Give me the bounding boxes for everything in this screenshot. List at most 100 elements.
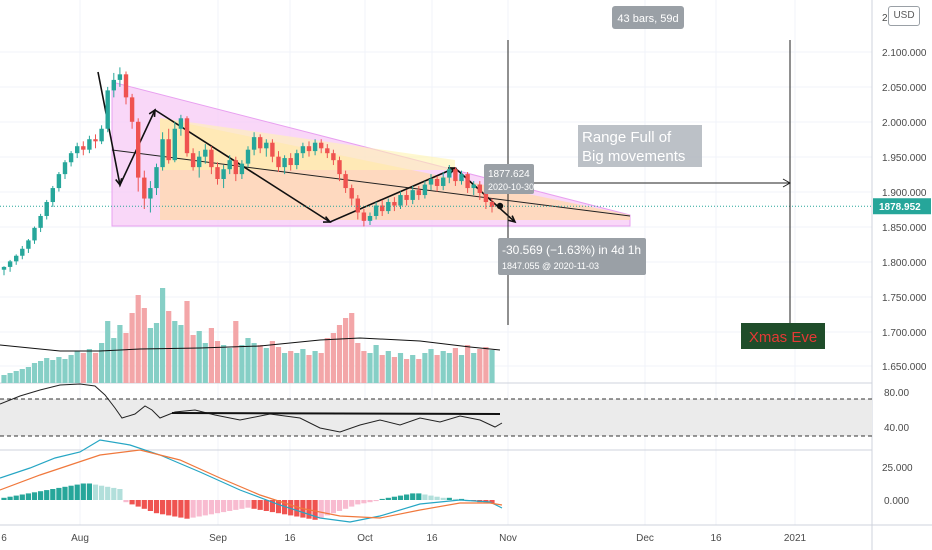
candle-body bbox=[123, 74, 129, 98]
change-sub: 1847.055 @ 2020-11-03 bbox=[502, 261, 599, 271]
rsi-pane[interactable] bbox=[0, 383, 872, 437]
macd-hist-bar bbox=[269, 500, 275, 513]
price-tick-label: 2.050.000 bbox=[882, 83, 927, 94]
macd-hist-bar bbox=[184, 500, 190, 519]
price-tick-label: 1.650.000 bbox=[882, 362, 927, 373]
price-tick-label: 1.950.000 bbox=[882, 153, 927, 164]
macd-hist-bar bbox=[452, 498, 458, 500]
volume-bar bbox=[19, 369, 25, 383]
rsi-band bbox=[0, 399, 872, 436]
candle-body bbox=[87, 139, 92, 150]
note-line-1: Range Full of bbox=[582, 129, 672, 146]
volume-bar bbox=[440, 351, 446, 383]
price-date: 2020-10-30 bbox=[488, 182, 534, 192]
candle-body bbox=[215, 167, 220, 179]
candle-body bbox=[105, 90, 110, 129]
volume-bar bbox=[196, 331, 202, 383]
candle-body bbox=[343, 174, 348, 189]
volume-bar bbox=[190, 335, 196, 383]
volume-bar bbox=[202, 343, 208, 383]
macd-hist-bar bbox=[166, 500, 172, 516]
candle-body bbox=[441, 177, 446, 186]
candle-body bbox=[276, 156, 281, 168]
candle-body bbox=[312, 142, 318, 152]
candle-body bbox=[209, 149, 214, 168]
candle-body bbox=[325, 148, 330, 154]
macd-hist-bar bbox=[129, 500, 135, 505]
macd-hist-bar bbox=[404, 494, 410, 500]
price-tick-label: 2.000.000 bbox=[882, 118, 927, 129]
volume-bar bbox=[80, 353, 86, 383]
macd-hist-bar bbox=[245, 500, 251, 508]
macd-hist-bar bbox=[172, 500, 178, 517]
volume-bar bbox=[452, 348, 458, 383]
candle-body bbox=[434, 178, 440, 186]
time-tick-label: Oct bbox=[357, 533, 373, 544]
candlestick-series[interactable] bbox=[0, 67, 872, 276]
macd-hist-bar bbox=[379, 498, 385, 500]
candle-body bbox=[1, 266, 7, 270]
price-marker bbox=[496, 202, 504, 210]
volume-series bbox=[0, 288, 501, 383]
volume-bar bbox=[56, 357, 62, 383]
macd-hist-bar bbox=[62, 486, 68, 500]
volume-bar bbox=[379, 355, 385, 383]
macd-hist-bar bbox=[263, 500, 269, 511]
time-tick-label: 6 bbox=[1, 533, 7, 544]
note-line-2: Big movements bbox=[582, 148, 685, 165]
candle-body bbox=[178, 118, 184, 129]
volume-bar bbox=[294, 353, 300, 383]
candle-body bbox=[50, 188, 55, 203]
macd-hist-bar bbox=[196, 500, 202, 517]
currency-badge[interactable]: USD bbox=[888, 6, 920, 26]
macd-hist-bar bbox=[330, 500, 336, 514]
candle-body bbox=[239, 163, 245, 175]
volume-bar bbox=[86, 349, 92, 383]
price-tick-label: 1.700.000 bbox=[882, 328, 927, 339]
candle-body bbox=[38, 215, 43, 228]
macd-hist-bar bbox=[208, 500, 214, 515]
macd-hist-bar bbox=[458, 498, 465, 500]
change-label-box bbox=[498, 238, 646, 275]
volume-bar bbox=[160, 288, 166, 383]
volume-bar bbox=[172, 321, 178, 383]
macd-hist-bar bbox=[190, 500, 196, 518]
candle-body bbox=[32, 227, 37, 241]
volume-bar bbox=[410, 355, 416, 383]
candle-body bbox=[319, 142, 324, 149]
volume-bar bbox=[147, 328, 153, 383]
volume-bar bbox=[68, 355, 74, 383]
volume-bar bbox=[477, 349, 483, 383]
candle-body bbox=[416, 190, 421, 196]
volume-bar bbox=[361, 351, 367, 383]
volume-bar bbox=[282, 353, 288, 383]
volume-bar bbox=[404, 359, 410, 383]
macd-pane[interactable] bbox=[0, 439, 503, 523]
candle-body bbox=[386, 202, 391, 212]
signal-line bbox=[0, 449, 503, 519]
rsi-trendline bbox=[171, 412, 501, 415]
macd-hist-bar bbox=[80, 483, 86, 500]
candle-body bbox=[270, 142, 275, 157]
volume-bar bbox=[300, 349, 306, 383]
macd-hist-bar bbox=[361, 500, 367, 504]
candle-body bbox=[117, 74, 123, 80]
macd-hist-bar bbox=[117, 489, 123, 500]
rsi-tick-label: 40.00 bbox=[884, 423, 909, 434]
price-axis[interactable]: 2. 2.100.000 2.050.000 2.000.000 1.950.000 1.… bbox=[873, 13, 931, 507]
price-label: 1877.624 bbox=[488, 169, 530, 180]
candle-body bbox=[203, 149, 208, 157]
macd-hist-bar bbox=[324, 500, 330, 516]
time-axis[interactable]: 6 Aug Sep 16 Oct 16 Nov Dec 16 2021 bbox=[1, 533, 806, 544]
arrowhead bbox=[115, 178, 123, 187]
note-box bbox=[578, 125, 702, 167]
macd-hist-bar bbox=[397, 495, 404, 500]
macd-hist-bar bbox=[13, 495, 19, 500]
macd-hist-bar bbox=[99, 485, 105, 500]
candle-body bbox=[251, 137, 257, 150]
macd-hist-bar bbox=[153, 500, 160, 514]
volume-bar bbox=[458, 355, 465, 383]
candle-body bbox=[93, 139, 98, 142]
time-tick-label: Aug bbox=[71, 533, 89, 544]
